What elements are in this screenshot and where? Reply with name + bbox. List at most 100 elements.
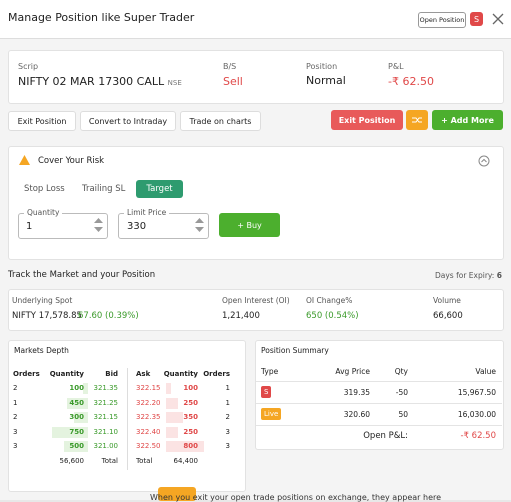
open-position-button[interactable]: Open Position [418,12,466,28]
stat-change: 67.60 (0.39%) [78,311,139,321]
depth-cell: 1 [225,398,230,407]
summary-cell: 15,967.50 [457,388,496,397]
modal-header [0,0,511,39]
depth-cell: 322.20 [136,398,161,407]
scrip-text: NIFTY 02 MAR 17300 CALL [18,75,165,88]
bid-bar [73,412,88,423]
depth-total: Total [136,457,153,465]
exit-position-link[interactable]: Exit Position [8,111,76,131]
side: Sell [223,75,243,88]
tab[interactable]: Trailing SL [82,184,126,194]
depth-cell: 322.50 [136,442,161,450]
depth-total: 64,400 [173,457,199,465]
label: P&L [388,62,404,71]
tab[interactable]: Stop Loss [24,184,65,194]
buy-button[interactable]: + Buy [219,213,280,237]
label: B/S [223,62,237,71]
depth-header: Orders [13,370,40,378]
expiry: Days for Expiry: 6 [435,271,502,280]
depth-cell: 2 [13,413,18,421]
depth-total: Total [101,457,118,465]
collapse-icon[interactable] [478,155,490,167]
type-badge: Live [261,408,282,420]
stats-card [8,289,504,331]
scrip-card [8,50,504,104]
stat-value: 650 (0.54%) [306,311,359,321]
add-more-button[interactable]: + Add More [432,110,503,130]
summary-header: Type [261,367,279,376]
expiry-value: 6 [496,271,502,280]
stat-value: NIFTY 17,578.85 [12,311,82,321]
row-line [256,403,502,404]
depth-cell: 3 [13,442,18,450]
close-x [492,13,504,25]
convert-button[interactable]: Convert to Intraday [80,111,176,131]
shuffle-icon [412,117,422,123]
depth-header: Bid [105,370,118,378]
stepper[interactable] [94,218,103,232]
summary-header: Avg Price [335,367,370,376]
orange-button[interactable] [158,487,196,501]
depth-cell: 750 [69,427,84,436]
footer-note: When you exit your open trade positions … [150,493,442,502]
depth-cell: 2 [13,384,18,392]
depth-divider [127,368,128,470]
depth-header: Quantity [49,370,84,378]
depth-cell: 250 [183,427,198,436]
depth-cell: 100 [183,384,198,392]
depth-cell: 500 [69,442,84,450]
depth-cell: 321.00 [93,442,119,450]
depth-cell: 322.35 [136,413,161,421]
label: Position [306,62,338,71]
depth-cell: 322.40 [136,427,161,436]
icon-circle [478,155,490,167]
label: Trade on charts [189,116,252,126]
stepper[interactable] [195,218,204,232]
summary-title: Position Summary [261,346,329,355]
close-icon[interactable] [492,13,504,25]
depth-cell: 321.10 [93,427,119,436]
row-line [256,381,502,382]
stat-value: 1,21,400 [222,311,260,321]
label: Scrip [18,62,39,71]
stat-value: 66,600 [433,311,463,321]
bid-bar [64,441,88,452]
depth-cell: 2 [225,413,230,421]
depth-cell: 321.15 [93,413,119,421]
charts-button[interactable]: Trade on charts [180,111,261,131]
type-badge: S [261,386,272,398]
input-value: 1 [26,221,33,232]
ask-bar [166,426,178,438]
depth-title: Markets Depth [14,346,69,355]
depth-cell: 321.25 [93,398,119,407]
switch-button[interactable] [406,110,428,130]
summary-header: Value [475,367,496,376]
bid-bar [83,383,88,394]
depth-cell: 1 [13,398,18,407]
depth-cell: 3 [225,427,230,436]
pnl-label: Open P&L: [363,431,408,441]
label: Exit Position [17,116,67,126]
stat-label: Open Interest (OI) [222,296,290,305]
quantity-input[interactable] [18,213,108,239]
depth-cell: 1 [225,384,230,392]
exit-button[interactable]: Exit Position [331,110,403,130]
summary-cell: -50 [395,388,408,397]
ask-bar [166,397,178,409]
bid-bar [66,397,88,409]
input-value: 330 [127,221,147,232]
icon-path [412,117,422,123]
depth-cell: 800 [183,442,198,450]
sell-badge: S [470,12,483,26]
bid-bar [52,426,88,438]
ask-bar [166,412,183,423]
icon-path [481,158,487,163]
tab-active[interactable]: Target [136,180,183,198]
summary-cell: 320.60 [343,410,370,419]
depth-total: 56,600 [59,457,85,465]
depth-cell: 322.15 [136,384,161,392]
icon-path [19,155,30,165]
depth-header: Ask [136,370,151,378]
expiry-label: Days for Expiry: [435,271,495,280]
